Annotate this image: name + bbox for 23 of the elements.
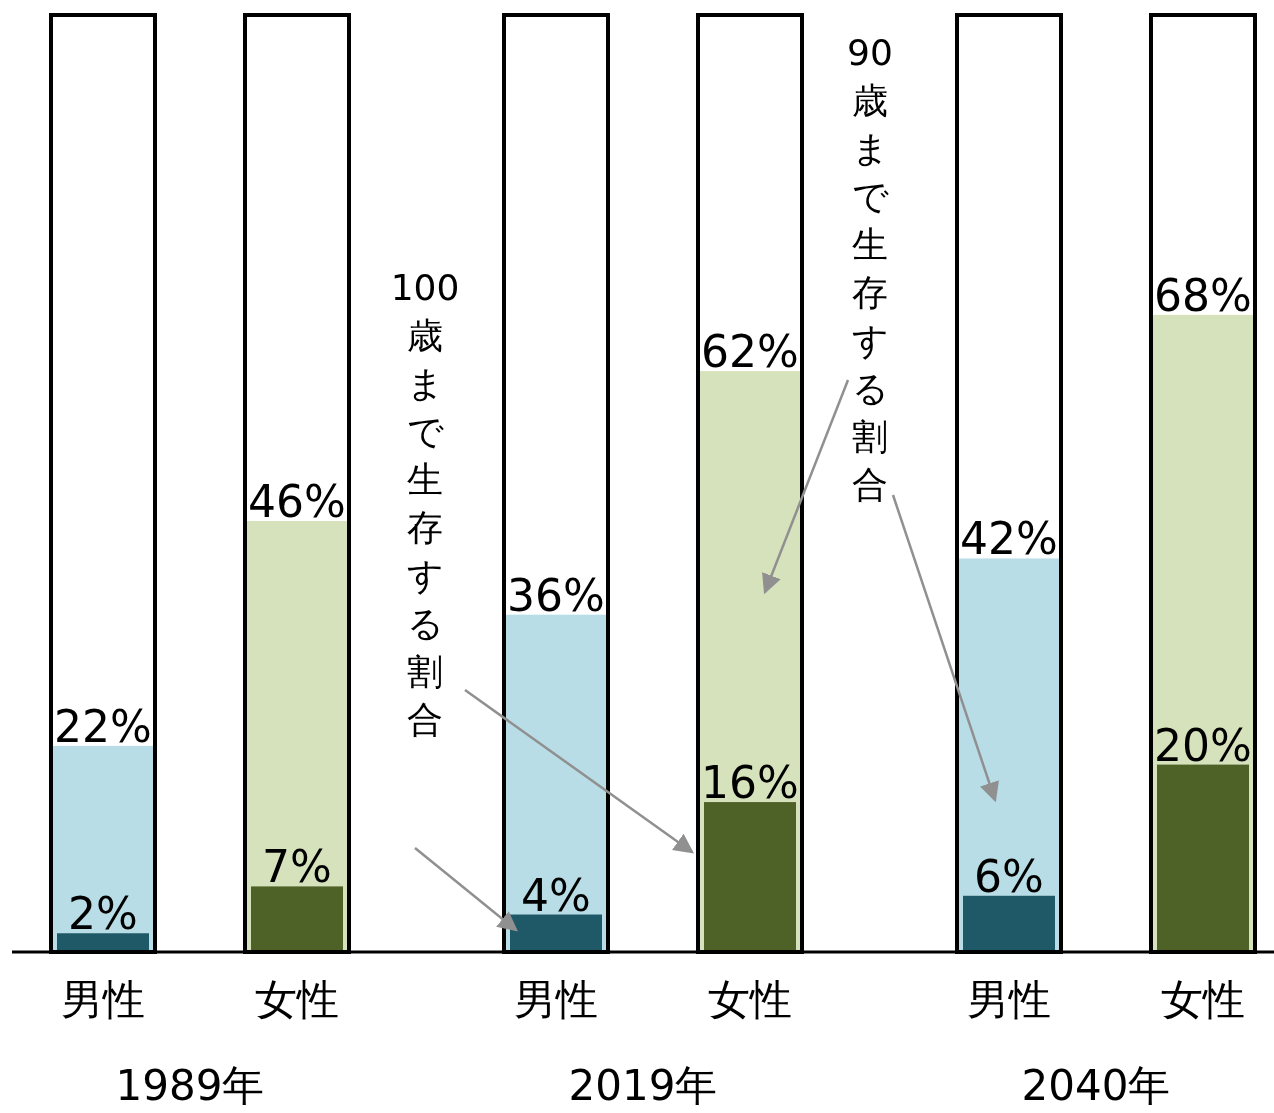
text: 100歳まで生存する割合 [390, 267, 460, 740]
data-label: 68% [1154, 269, 1252, 321]
data-label: 7% [262, 841, 332, 893]
x-tick-label: 女性 [255, 975, 339, 1024]
data-label: 16% [701, 757, 799, 809]
data-label: 20% [1154, 719, 1252, 771]
text: 90歳まで生存する割合 [847, 32, 893, 505]
x-tick-label: 女性 [1161, 975, 1245, 1024]
text: 2019年 [568, 1061, 718, 1110]
data-label: 46% [248, 475, 346, 527]
data-label: 6% [974, 850, 1044, 902]
x-tick-label: 女性 [708, 975, 792, 1024]
data-label: 36% [507, 569, 605, 621]
data-label: 42% [960, 513, 1058, 565]
x-tick-label: 男性 [61, 975, 145, 1024]
text: 1989年 [115, 1061, 265, 1110]
x-tick-label: 男性 [514, 975, 598, 1024]
data-label: 22% [54, 700, 152, 752]
data-label: 2% [68, 888, 138, 940]
data-label: 4% [521, 869, 591, 921]
x-tick-label: 男性 [967, 975, 1051, 1024]
text: 2040年 [1021, 1061, 1171, 1110]
data-label: 62% [701, 326, 799, 378]
